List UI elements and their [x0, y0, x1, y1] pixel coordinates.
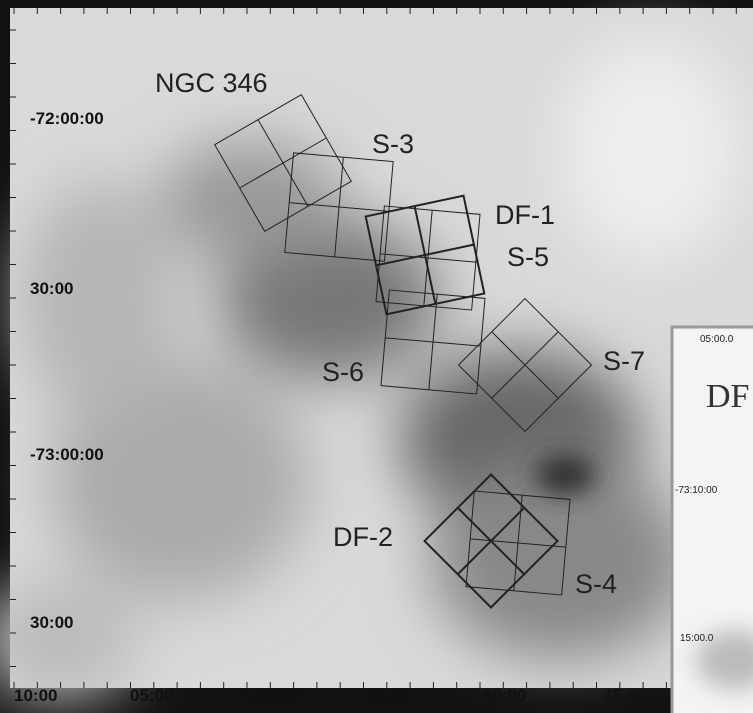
- inset-title: DF: [706, 378, 749, 415]
- ra-label: 45:00: [603, 686, 646, 705]
- ra-label: 05:00: [130, 686, 173, 705]
- field-label: S-6: [322, 357, 364, 387]
- inset-dec-label: 15:00.0: [680, 633, 714, 644]
- field-label: S-5: [507, 242, 549, 272]
- figure: NGC 346 S-3 DF-1 S-5 S-6 S-7 DF-2 S-4 -7…: [0, 0, 753, 713]
- ra-label: 10:00: [14, 686, 57, 705]
- field-label: S-7: [603, 346, 645, 376]
- inset-ra-label: 05:00.0: [700, 334, 734, 345]
- field-label: DF-1: [495, 200, 555, 230]
- field-label: S-4: [575, 569, 617, 599]
- field-label: DF-2: [333, 522, 393, 552]
- ra-label: 50:00: [483, 686, 526, 705]
- field-label: NGC 346: [155, 68, 268, 98]
- ra-label: 55:00: [367, 686, 410, 705]
- inset: 05:00.0 DF -73:10:00 15:00.0: [672, 327, 753, 713]
- dec-label: -72:00:00: [30, 109, 104, 128]
- field-label: S-3: [372, 129, 414, 159]
- inset-dec-label: -73:10:00: [675, 485, 718, 496]
- dec-label: 30:00: [30, 279, 73, 298]
- ra-label: 1:00:00: [243, 686, 302, 705]
- dec-label: -73:00:00: [30, 445, 104, 464]
- dec-label: 30:00: [30, 613, 73, 632]
